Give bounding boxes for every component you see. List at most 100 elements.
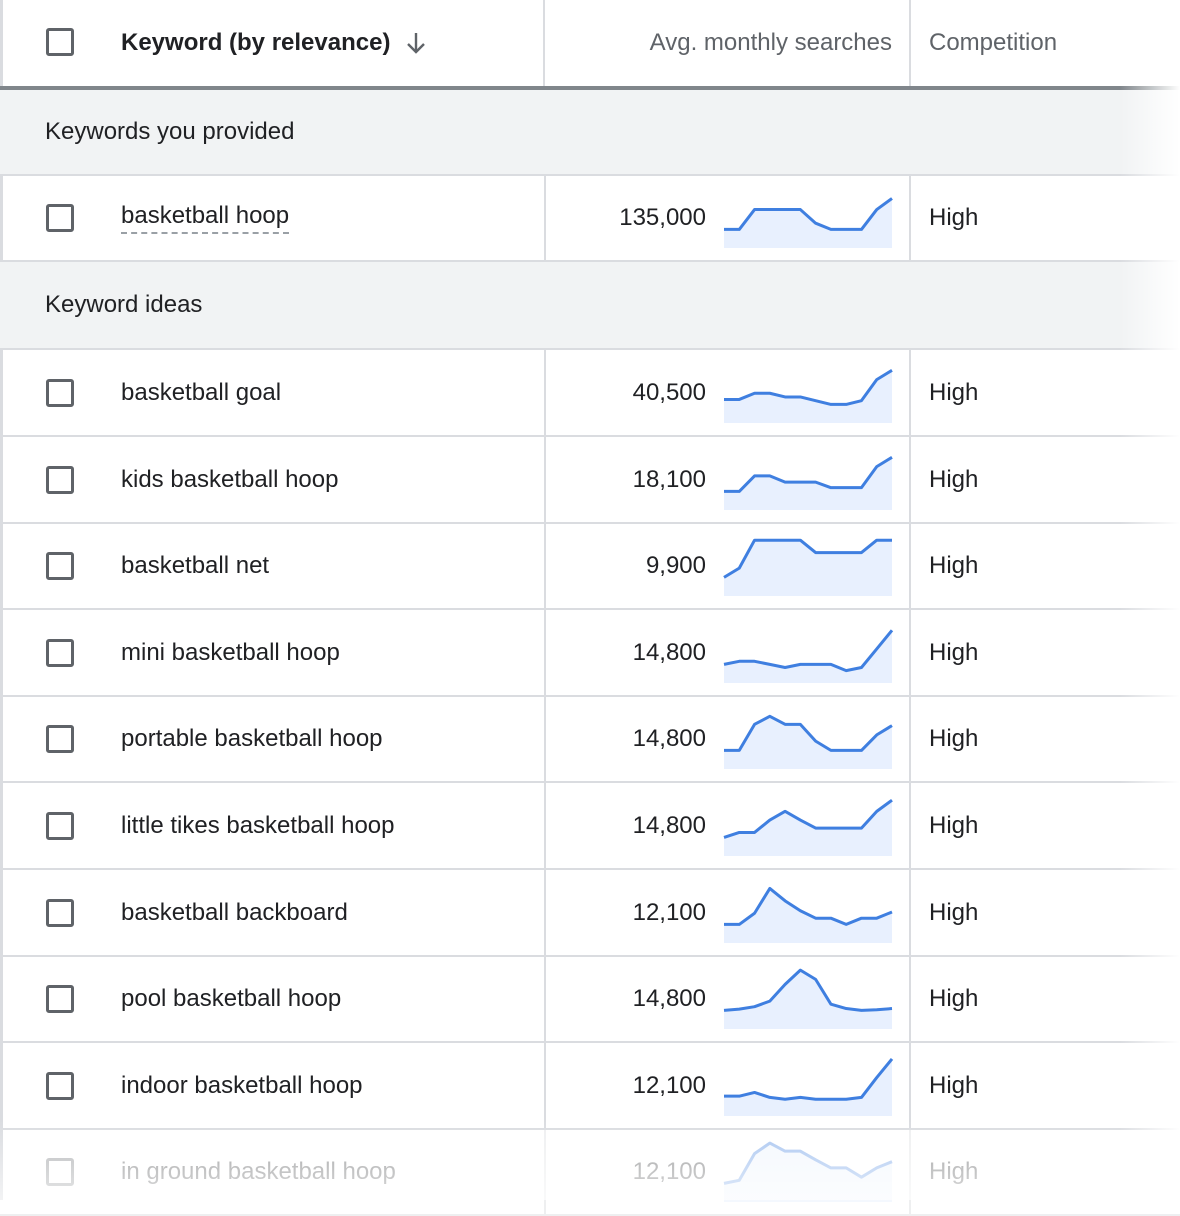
keyword-text: basketball net: [121, 551, 270, 579]
trend-sparkline[interactable]: [722, 1050, 894, 1122]
table-row[interactable]: in ground basketball hoop 12,100 High: [0, 1129, 1180, 1216]
trend-line: [724, 1057, 894, 1101]
keyword-text: basketball backboard: [121, 898, 348, 926]
header-divider: [909, 0, 911, 86]
column-divider: [909, 870, 911, 955]
avg-searches-value: 18,100: [632, 465, 706, 493]
competition-value: High: [929, 1157, 979, 1185]
row-checkbox[interactable]: [46, 204, 74, 232]
trend-line: [724, 886, 893, 926]
competition-value: High: [929, 204, 979, 231]
trend-area: [724, 799, 892, 856]
trend-sparkline[interactable]: [722, 617, 894, 689]
trend-sparkline[interactable]: [722, 1136, 894, 1208]
table-row[interactable]: portable basketball hoop 14,800 High: [0, 696, 1180, 783]
row-checkbox[interactable]: [46, 811, 74, 840]
column-divider: [909, 783, 911, 868]
table-row[interactable]: basketball hoop 135,000 High: [0, 176, 1180, 262]
keyword-text: kids basketball hoop: [121, 465, 339, 493]
keyword-column-header[interactable]: Keyword (by relevance): [121, 0, 428, 86]
trend-area: [724, 1058, 892, 1116]
trend-sparkline[interactable]: [722, 963, 894, 1035]
avg-searches-value: 135,000: [619, 204, 706, 231]
keyword-text: in ground basketball hoop: [121, 1157, 396, 1185]
trend-area: [724, 456, 892, 510]
trend-sparkline[interactable]: [722, 703, 894, 775]
keyword-cell: kids basketball hoop: [121, 437, 338, 522]
table-row[interactable]: indoor basketball hoop 12,100 High: [0, 1043, 1180, 1130]
section-title: Keywords you provided: [45, 118, 295, 145]
trend-line: [723, 798, 893, 839]
trend-area: [724, 539, 892, 596]
row-checkbox[interactable]: [46, 638, 74, 667]
table-row[interactable]: little tikes basketball hoop 14,800 High: [0, 783, 1180, 870]
section-title: Keyword ideas: [45, 291, 203, 318]
avg-searches-value: 12,100: [632, 898, 706, 926]
trend-sparkline[interactable]: [722, 182, 894, 254]
keyword-cell: portable basketball hoop: [121, 696, 383, 781]
column-divider: [909, 610, 911, 695]
avg-searches-label: Avg. monthly searches: [649, 29, 892, 56]
select-all-checkbox[interactable]: [46, 28, 74, 56]
row-checkbox[interactable]: [46, 1157, 74, 1186]
column-divider: [544, 350, 546, 435]
trend-area: [724, 369, 892, 423]
competition-column-header[interactable]: Competition: [929, 0, 1057, 86]
trend-sparkline[interactable]: [722, 357, 894, 429]
trend-sparkline[interactable]: [722, 530, 894, 602]
column-divider: [544, 610, 546, 695]
arrow-down-icon[interactable]: [404, 30, 428, 56]
column-divider: [909, 956, 911, 1041]
trend-line: [724, 714, 893, 752]
avg-searches-value: 12,100: [632, 1071, 706, 1099]
row-checkbox[interactable]: [46, 724, 74, 753]
trend-line: [723, 628, 894, 672]
row-checkbox[interactable]: [46, 551, 74, 580]
table-row[interactable]: mini basketball hoop 14,800 High: [0, 610, 1180, 697]
trend-line: [724, 455, 893, 493]
competition-value: High: [929, 465, 979, 493]
column-divider: [544, 783, 546, 868]
trend-sparkline[interactable]: [722, 444, 894, 516]
avg-searches-value: 40,500: [632, 378, 706, 406]
section-keywords-provided: Keywords you provided: [0, 90, 1180, 176]
trend-line: [723, 538, 892, 579]
table-row[interactable]: basketball net 9,900 High: [0, 523, 1180, 610]
trend-area: [724, 969, 892, 1029]
avg-searches-value: 14,800: [632, 811, 706, 839]
avg-searches-value: 14,800: [632, 984, 706, 1012]
competition-value: High: [929, 1071, 979, 1099]
row-checkbox[interactable]: [46, 898, 74, 927]
column-divider: [544, 956, 546, 1041]
keyword-cell: basketball hoop: [121, 176, 290, 260]
column-divider: [909, 1043, 911, 1128]
keyword-text[interactable]: basketball hoop: [121, 202, 290, 234]
table-row[interactable]: pool basketball hoop 14,800 High: [0, 956, 1180, 1043]
table-left-border: [0, 0, 3, 1200]
avg-searches-value: 14,800: [632, 724, 706, 752]
row-checkbox[interactable]: [46, 1071, 74, 1100]
competition-value: High: [929, 551, 979, 579]
keyword-cell: pool basketball hoop: [121, 956, 341, 1041]
row-checkbox[interactable]: [46, 465, 74, 494]
column-divider: [544, 437, 546, 522]
competition-value: High: [929, 898, 979, 926]
row-checkbox[interactable]: [46, 984, 74, 1013]
keyword-cell: little tikes basketball hoop: [121, 783, 395, 868]
competition-label: Competition: [929, 29, 1058, 56]
column-divider: [909, 437, 911, 522]
column-divider: [544, 176, 546, 260]
avg-searches-column-header[interactable]: Avg. monthly searches: [546, 0, 892, 86]
trend-sparkline[interactable]: [722, 790, 894, 862]
table-row[interactable]: basketball backboard 12,100 High: [0, 870, 1180, 957]
table-row[interactable]: basketball goal 40,500 High: [0, 350, 1180, 437]
column-divider: [909, 523, 911, 608]
competition-value: High: [929, 984, 979, 1012]
column-divider: [909, 1129, 911, 1214]
keyword-cell: basketball net: [121, 523, 269, 608]
table-row[interactable]: kids basketball hoop 18,100 High: [0, 437, 1180, 524]
row-checkbox[interactable]: [46, 378, 74, 407]
keyword-text: basketball goal: [121, 378, 282, 406]
trend-sparkline[interactable]: [722, 877, 894, 949]
column-divider: [544, 1043, 546, 1128]
